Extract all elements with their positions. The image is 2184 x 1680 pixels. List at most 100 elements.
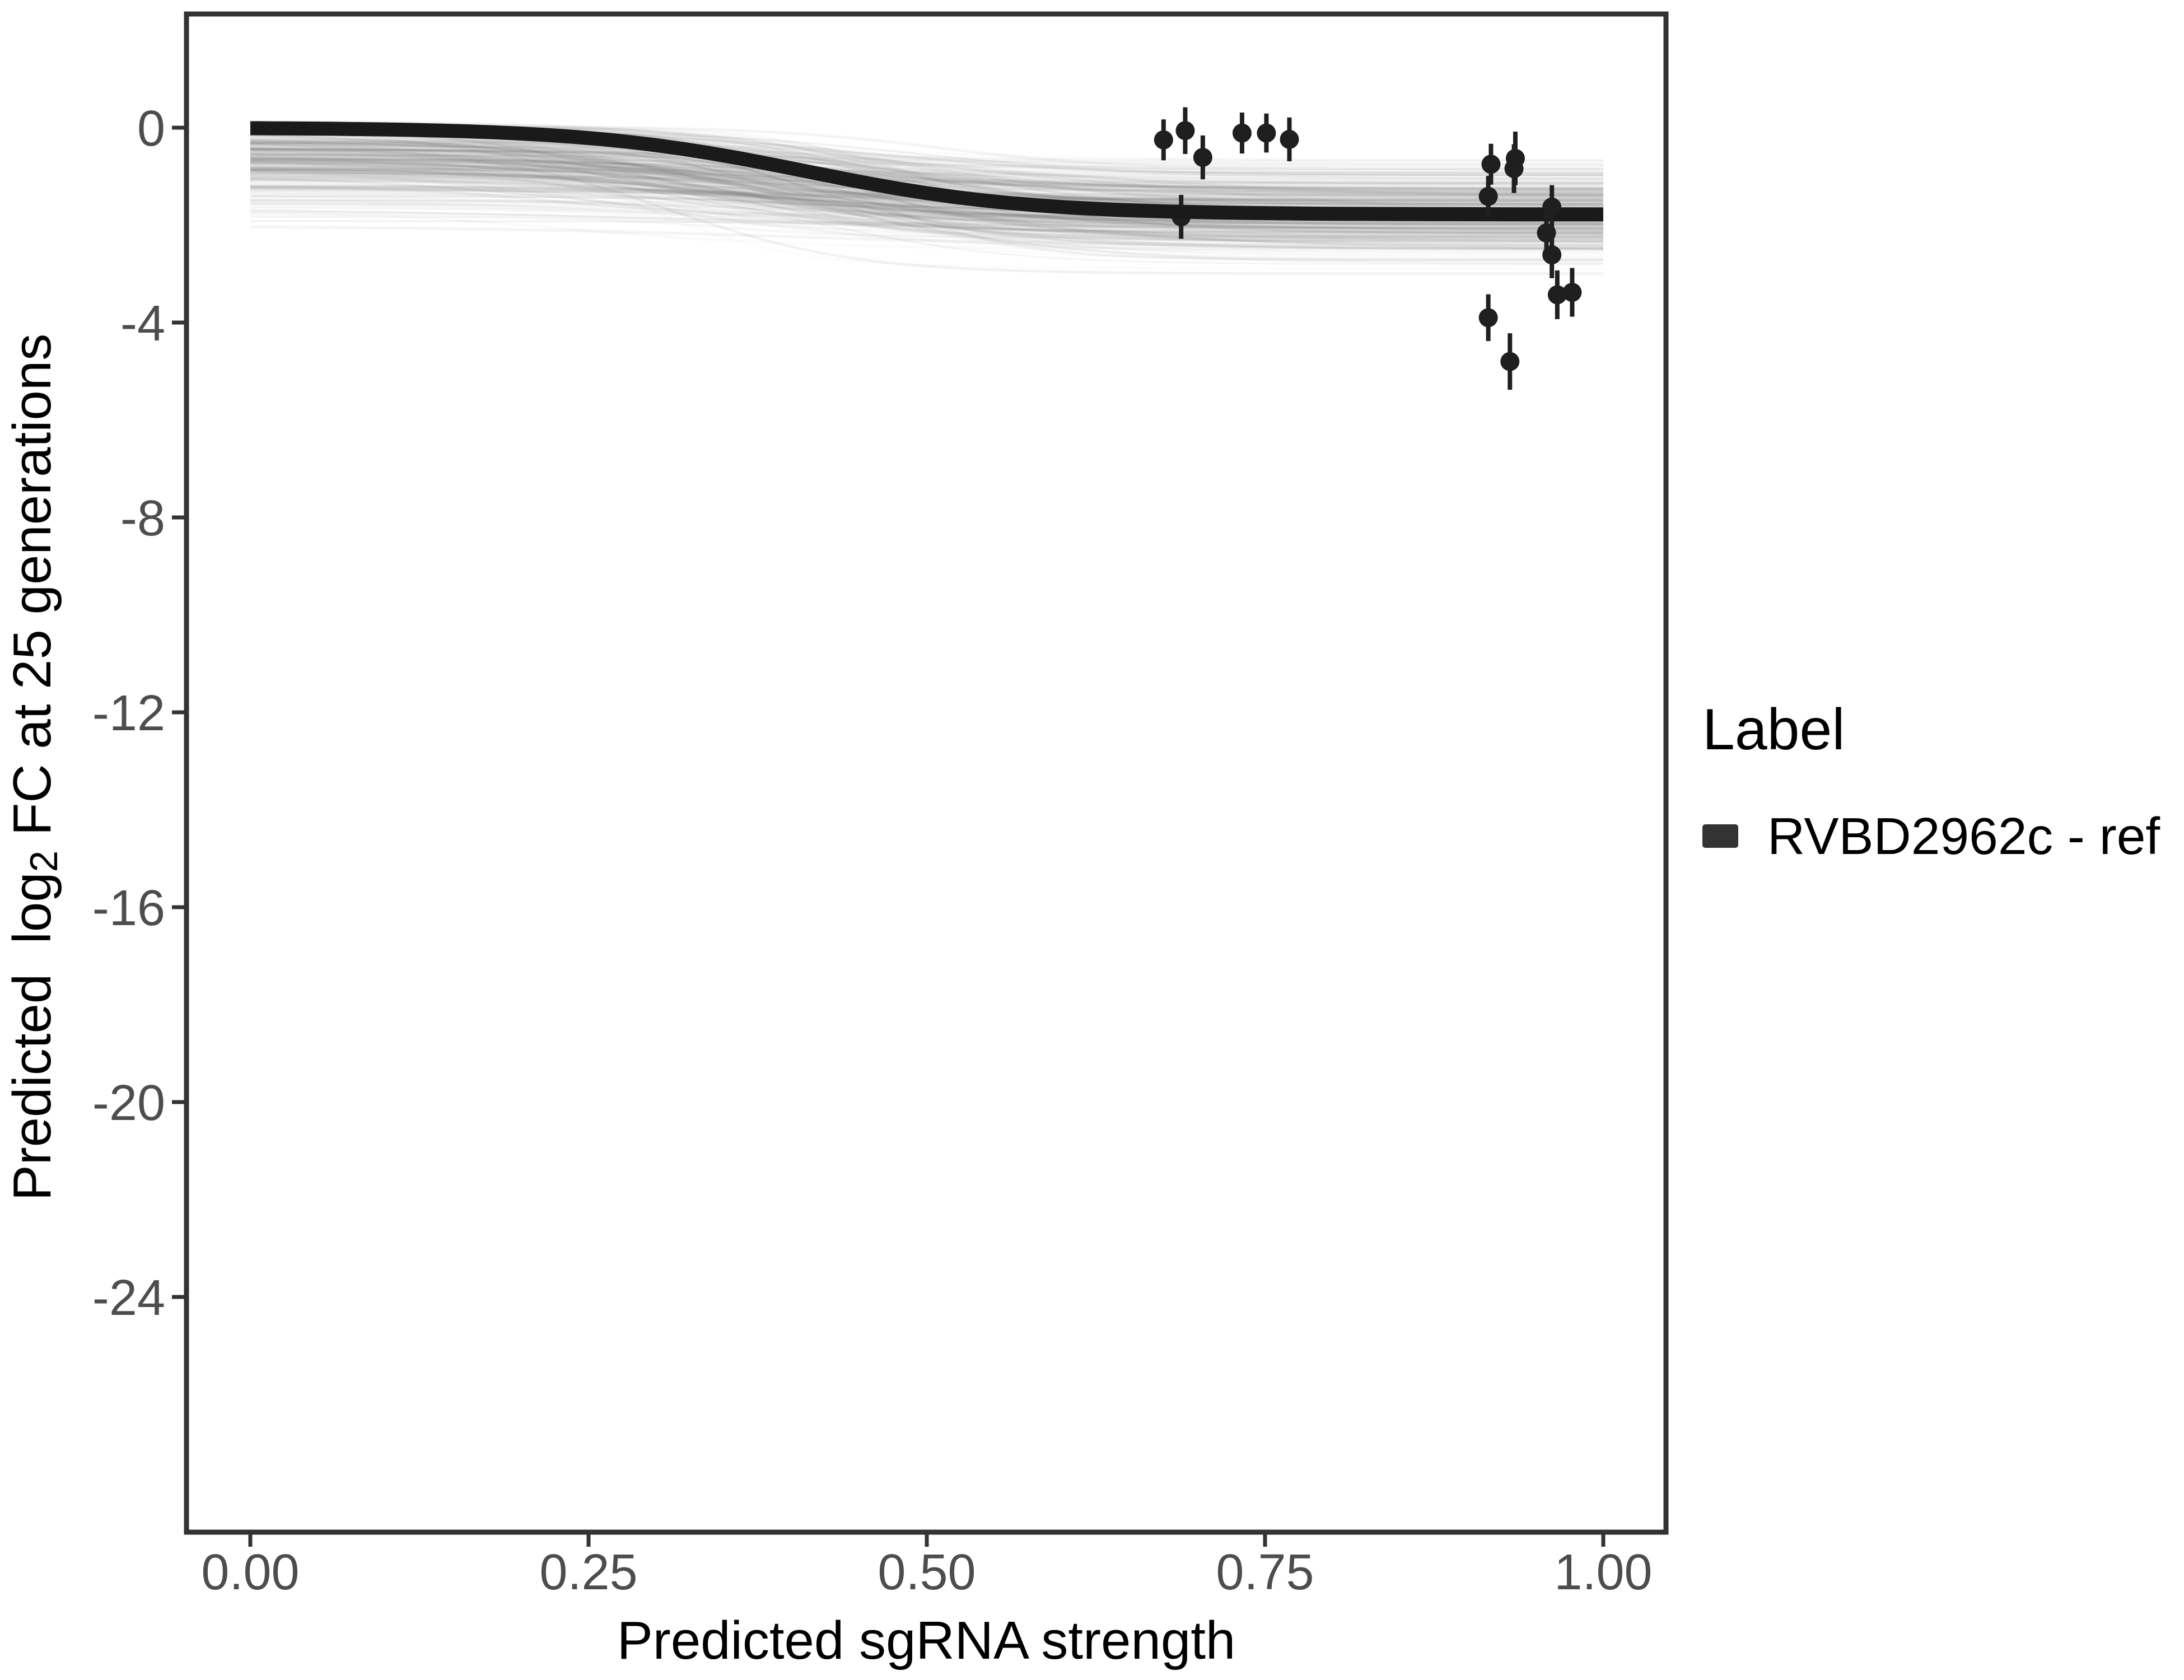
posterior-draw-line [250,140,1603,174]
y-tick-label: -16 [92,880,165,936]
posterior-draw-line [250,162,1603,229]
posterior-draw-line [250,152,1603,234]
x-axis-ticks: 0.00 0.25 0.50 0.75 1.00 [201,1532,1653,1600]
posterior-draw-line [250,141,1604,174]
posterior-draw-line [250,161,1603,226]
data-point [1175,121,1195,141]
x-tick-label: 0.00 [201,1544,299,1600]
data-point [1232,123,1252,143]
posterior-draw-line [250,127,1604,232]
posterior-draw-line [250,133,1604,226]
x-tick-label: 1.00 [1554,1544,1652,1600]
posterior-draw-line [250,161,1603,174]
posterior-draw-line [250,167,1603,185]
posterior-draw-line [250,138,1603,162]
y-tick-label: -24 [92,1270,165,1326]
posterior-draw-line [250,150,1604,194]
posterior-draw-line [250,152,1603,176]
posterior-draw-line [250,162,1603,227]
data-point [1547,285,1567,305]
y-tick-label: -4 [120,296,165,352]
data-point [1505,148,1525,168]
posterior-draw-line [250,174,1603,244]
posterior-draw-line [250,148,1604,166]
posterior-draw-line [250,150,1604,181]
posterior-draw-line [250,205,1603,229]
y-tick-label: -20 [92,1075,165,1131]
posterior-draw-line [250,170,1603,189]
posterior-draw-line [250,202,1604,240]
posterior-draw-line [250,169,1603,225]
x-tick-label: 0.25 [539,1544,637,1600]
posterior-draw-line [250,225,1604,248]
x-tick-label: 0.75 [1216,1544,1314,1600]
posterior-draw-line [250,158,1604,207]
fit-curve-line [250,121,1604,222]
posterior-draw-line [250,134,1604,186]
posterior-draw-line [250,156,1603,249]
posterior-draw-line [250,153,1603,250]
y-axis-title-text-end: FC at 25 generations [2,333,62,851]
legend-key-swatch [1702,824,1738,848]
data-point [1478,186,1498,206]
posterior-draw-line [250,165,1603,234]
legend-item-label: RVBD2962c - ref [1767,806,2160,865]
data-point [1478,308,1498,328]
posterior-draw-line [250,212,1603,227]
posterior-draw-line [250,169,1604,265]
data-point [1193,148,1212,167]
y-axis-title-subscript: 2 [22,850,66,872]
posterior-draw-line [250,153,1604,244]
posterior-draw-line [250,220,1603,240]
posterior-draw-line [250,137,1603,185]
posterior-draw-line [250,162,1603,232]
posterior-draw-line [250,146,1603,179]
posterior-draw-line [250,124,1604,250]
posterior-draw-line [250,143,1604,226]
posterior-draw-line [250,129,1603,225]
posterior-draw-line [250,142,1603,222]
posterior-draw-line [250,143,1603,262]
posterior-draw-line [250,139,1603,230]
posterior-draw-line [250,203,1604,240]
data-point [1154,130,1173,150]
posterior-draw-line [250,215,1603,239]
posterior-draw-line [250,157,1603,186]
posterior-draw-line [250,195,1603,230]
posterior-draw-line [250,150,1603,241]
posterior-draw-line [250,148,1604,194]
reference-fit-curve [250,121,1604,222]
data-point [1280,129,1299,149]
posterior-draw-line [250,175,1603,235]
posterior-draw-line [250,157,1603,235]
posterior-draw-line [250,209,1603,228]
posterior-draw-line [250,159,1603,225]
posterior-draw-line [250,168,1603,190]
posterior-draw-line [250,127,1603,225]
posterior-draw-line [250,152,1603,238]
posterior-draw-line [250,160,1604,250]
posterior-draw-line [250,167,1604,190]
posterior-draw-line [250,152,1604,204]
posterior-draw-line [250,153,1603,255]
posterior-draw-line [250,195,1604,231]
posterior-draw-line [250,120,1604,209]
y-tick-label: -8 [120,491,165,547]
data-points [1154,107,1582,390]
posterior-draw-line [250,156,1604,234]
data-point [1257,123,1276,143]
posterior-draw-line [250,153,1604,184]
y-tick-label: -12 [92,685,165,741]
posterior-draw-line [250,141,1603,192]
posterior-draw-line [250,148,1604,198]
posterior-draw-line [250,168,1603,193]
data-point [1481,155,1501,174]
y-axis-title: Predicted log2 FC at 25 generations [2,334,66,1201]
x-tick-label: 0.50 [878,1544,976,1600]
posterior-draw-line [250,146,1604,247]
posterior-draw-line [250,169,1603,252]
posterior-draw-line [250,168,1603,205]
posterior-draw-line [250,147,1603,237]
posterior-draw-line [250,177,1603,235]
posterior-draw-line [250,190,1603,204]
